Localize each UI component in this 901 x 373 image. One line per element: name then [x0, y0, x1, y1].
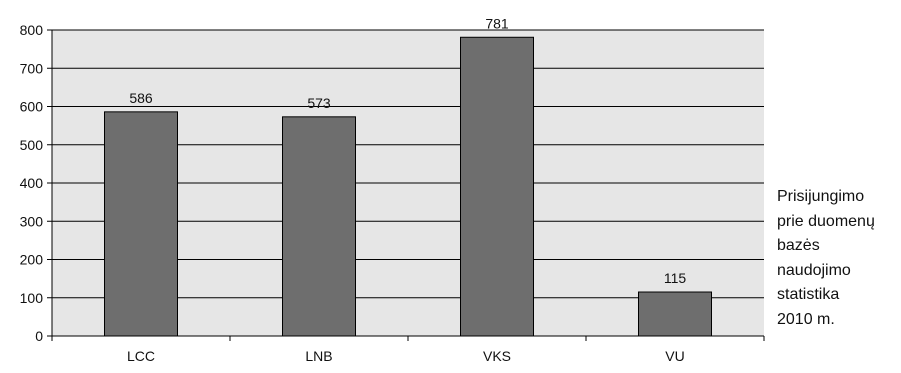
labels: 0 100 200 300 400 500 600 700 800 586 LCC 573 LNB 781… — [20, 15, 687, 364]
legend-line: bazės — [777, 237, 820, 254]
legend-line: naudojimo — [777, 261, 851, 279]
legend-line: 2010 m. — [777, 310, 835, 328]
y-tick-label: 200 — [20, 252, 44, 268]
y-tick-label: 300 — [20, 213, 44, 229]
bar-vks — [460, 36, 534, 337]
data-label: 573 — [307, 95, 331, 111]
y-tick-label: 400 — [20, 175, 44, 191]
bars — [104, 36, 712, 337]
bar-lnb — [282, 116, 356, 337]
y-tick-label: 100 — [20, 290, 44, 306]
data-label: 586 — [129, 90, 153, 106]
legend-line: Prisijungimo — [777, 188, 865, 205]
y-tick-label: 500 — [20, 137, 44, 153]
legend-note: Prisijungimo prie duomenų bazės naudojim… — [777, 185, 899, 332]
y-tick-label: 0 — [35, 328, 43, 344]
data-label: 115 — [664, 270, 687, 286]
axes — [47, 29, 765, 341]
y-tick-label: 800 — [20, 22, 44, 38]
y-tick-label: 700 — [20, 60, 44, 76]
legend-line: prie duomenų — [777, 212, 875, 230]
bar-vu — [638, 291, 712, 337]
x-category-label: LNB — [305, 348, 332, 364]
x-category-label: VU — [665, 348, 684, 364]
legend-line: statistika — [777, 286, 840, 303]
bar-lcc — [104, 111, 178, 337]
data-label: 781 — [485, 15, 509, 31]
y-tick-label: 600 — [20, 99, 44, 115]
x-category-label: VKS — [483, 348, 511, 364]
x-category-label: LCC — [127, 348, 155, 364]
